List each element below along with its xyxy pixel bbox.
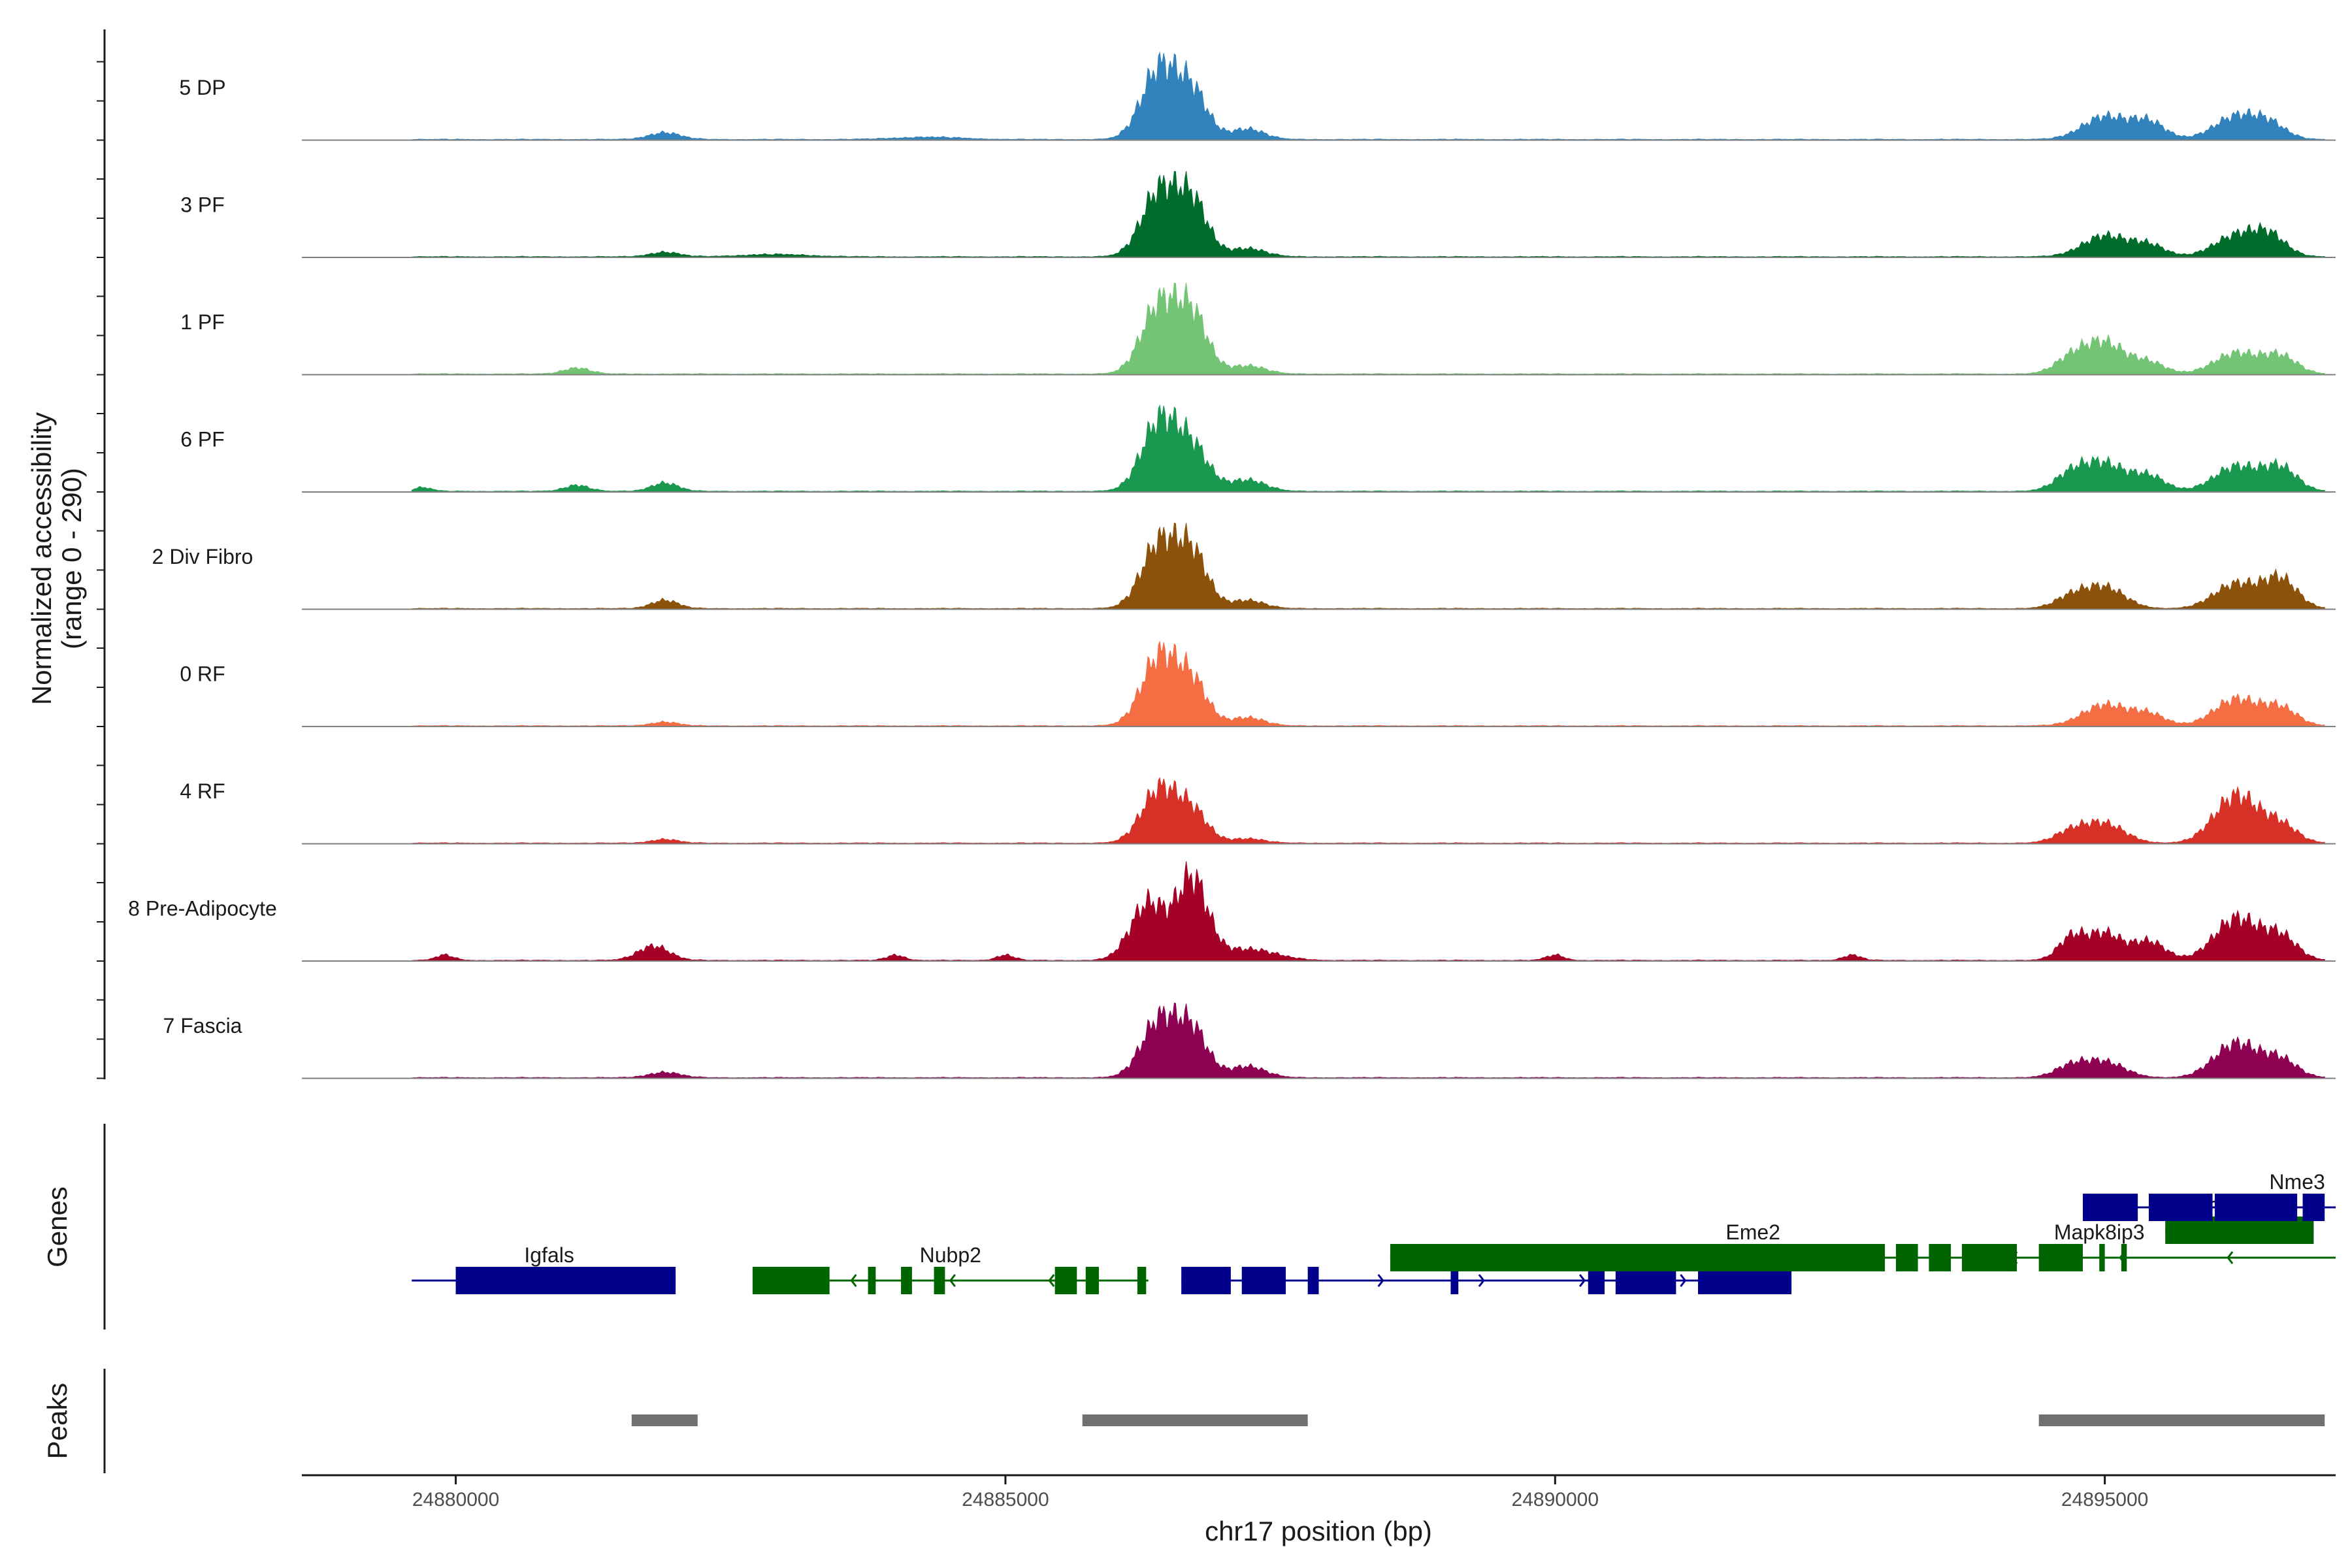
x-axis-title: chr17 position (bp): [1205, 1516, 1432, 1546]
y-axis-title: Normalized accessibility: [26, 412, 57, 705]
x-tick-label: 24885000: [962, 1489, 1049, 1511]
gene-exon: [1181, 1267, 1231, 1294]
gene-label: Mapk8ip3: [2054, 1220, 2145, 1244]
gene-exon: [1137, 1267, 1147, 1294]
gene-exon: [2099, 1244, 2105, 1271]
track-coverage-area: [411, 861, 2325, 962]
gene-exon: [1450, 1267, 1459, 1294]
track-2-div-fibro: 2 Div Fibro: [152, 522, 2336, 610]
gene-exon: [934, 1267, 945, 1294]
gene-exon: [752, 1267, 830, 1294]
track-label: 4 RF: [180, 779, 225, 803]
gene-eme2: Eme2: [1390, 1220, 1874, 1271]
gene-exon: [1054, 1267, 1077, 1294]
gene-exon: [1390, 1244, 1874, 1271]
track-label: 5 DP: [179, 76, 225, 99]
x-tick-label: 24880000: [412, 1489, 499, 1511]
strand-arrow: [949, 1274, 956, 1287]
gene-nme3: Nme3: [2082, 1170, 2336, 1221]
gene-label: Nme3: [2269, 1170, 2325, 1194]
gene-label: Igfals: [524, 1243, 574, 1267]
track-coverage-area: [411, 171, 2325, 258]
gene-mapk8ip3: Mapk8ip3: [1797, 1220, 2336, 1271]
accessibility-tracks: 5 DP 3 PF 1 PF 6 PF 2 Div Fibro 0 RF 4 RF 8 Pre…: [128, 51, 2336, 1079]
strand-arrow: [1680, 1274, 1687, 1287]
track-5-dp: 5 DP: [179, 51, 2336, 141]
gene-annotations: IgfalsNubp2Spsb3Eme2Mapk8ip3Mrps34Nme3: [412, 1170, 2336, 1294]
track-label: 3 PF: [180, 193, 225, 217]
gene-exon: [2302, 1194, 2325, 1221]
track-coverage-area: [411, 404, 2325, 493]
track-coverage-area: [411, 522, 2325, 610]
gene-exon: [1929, 1244, 1952, 1271]
y-axis-ticks: [97, 61, 105, 1079]
peak-region: [1082, 1414, 1308, 1426]
gene-exon: [1895, 1244, 1918, 1271]
track-label: 7 Fascia: [163, 1014, 242, 1037]
strand-arrow: [1578, 1274, 1586, 1287]
strand-arrow: [1048, 1274, 1055, 1287]
gene-label: Eme2: [1725, 1220, 1780, 1244]
gene-exon: [2082, 1194, 2138, 1221]
gene-exon: [2214, 1194, 2298, 1221]
x-tick-label: 24890000: [1512, 1489, 1599, 1511]
track-coverage-area: [411, 282, 2325, 375]
strand-arrow: [1478, 1274, 1485, 1287]
peak-region: [631, 1414, 698, 1426]
track-label: 1 PF: [180, 310, 225, 334]
track-coverage-area: [411, 777, 2325, 844]
y-axis-range: (range 0 - 290): [56, 468, 87, 649]
gene-exon: [868, 1267, 876, 1294]
x-tick-label: 24895000: [2061, 1489, 2148, 1511]
strand-arrow: [850, 1274, 857, 1287]
track-coverage-area: [411, 1002, 2325, 1079]
gene-exon: [2121, 1244, 2127, 1271]
track-3-pf: 3 PF: [180, 171, 2336, 258]
peak-region: [2038, 1414, 2325, 1426]
track-label: 0 RF: [180, 662, 225, 686]
track-label: 8 Pre-Adipocyte: [128, 897, 277, 921]
track-label: 6 PF: [180, 428, 225, 451]
strand-arrow: [1377, 1274, 1384, 1287]
gene-exon: [1085, 1267, 1099, 1294]
gene-nubp2: Nubp2: [752, 1243, 1149, 1294]
peak-regions: [631, 1414, 2325, 1426]
track-coverage-area: [411, 640, 2325, 727]
track-label: 2 Div Fibro: [152, 545, 253, 568]
gene-exon: [455, 1267, 676, 1294]
gene-exon: [2148, 1194, 2213, 1221]
track-6-pf: 6 PF: [180, 404, 2336, 493]
track-8-pre-adipocyte: 8 Pre-Adipocyte: [128, 861, 2336, 962]
gene-exon: [1797, 1244, 1886, 1271]
track-coverage-area: [411, 51, 2325, 140]
track-7-fascia: 7 Fascia: [163, 1002, 2336, 1079]
gene-exon: [1307, 1267, 1319, 1294]
track-4-rf: 4 RF: [180, 777, 2336, 845]
track-0-rf: 0 RF: [180, 640, 2336, 727]
gene-exon: [1241, 1267, 1286, 1294]
x-axis-ticks: 24880000 24885000 24890000 24895000: [412, 1475, 2148, 1511]
strand-arrow: [2227, 1251, 2234, 1264]
track-1-pf: 1 PF: [180, 282, 2336, 376]
gene-label: Nubp2: [920, 1243, 981, 1267]
gene-exon: [901, 1267, 912, 1294]
genes-panel-title: Genes: [42, 1186, 73, 1267]
peaks-panel-title: Peaks: [42, 1383, 73, 1460]
gene-exon: [1961, 1244, 2017, 1271]
gene-exon: [2038, 1244, 2083, 1271]
gene-igfals: Igfals: [412, 1243, 676, 1294]
